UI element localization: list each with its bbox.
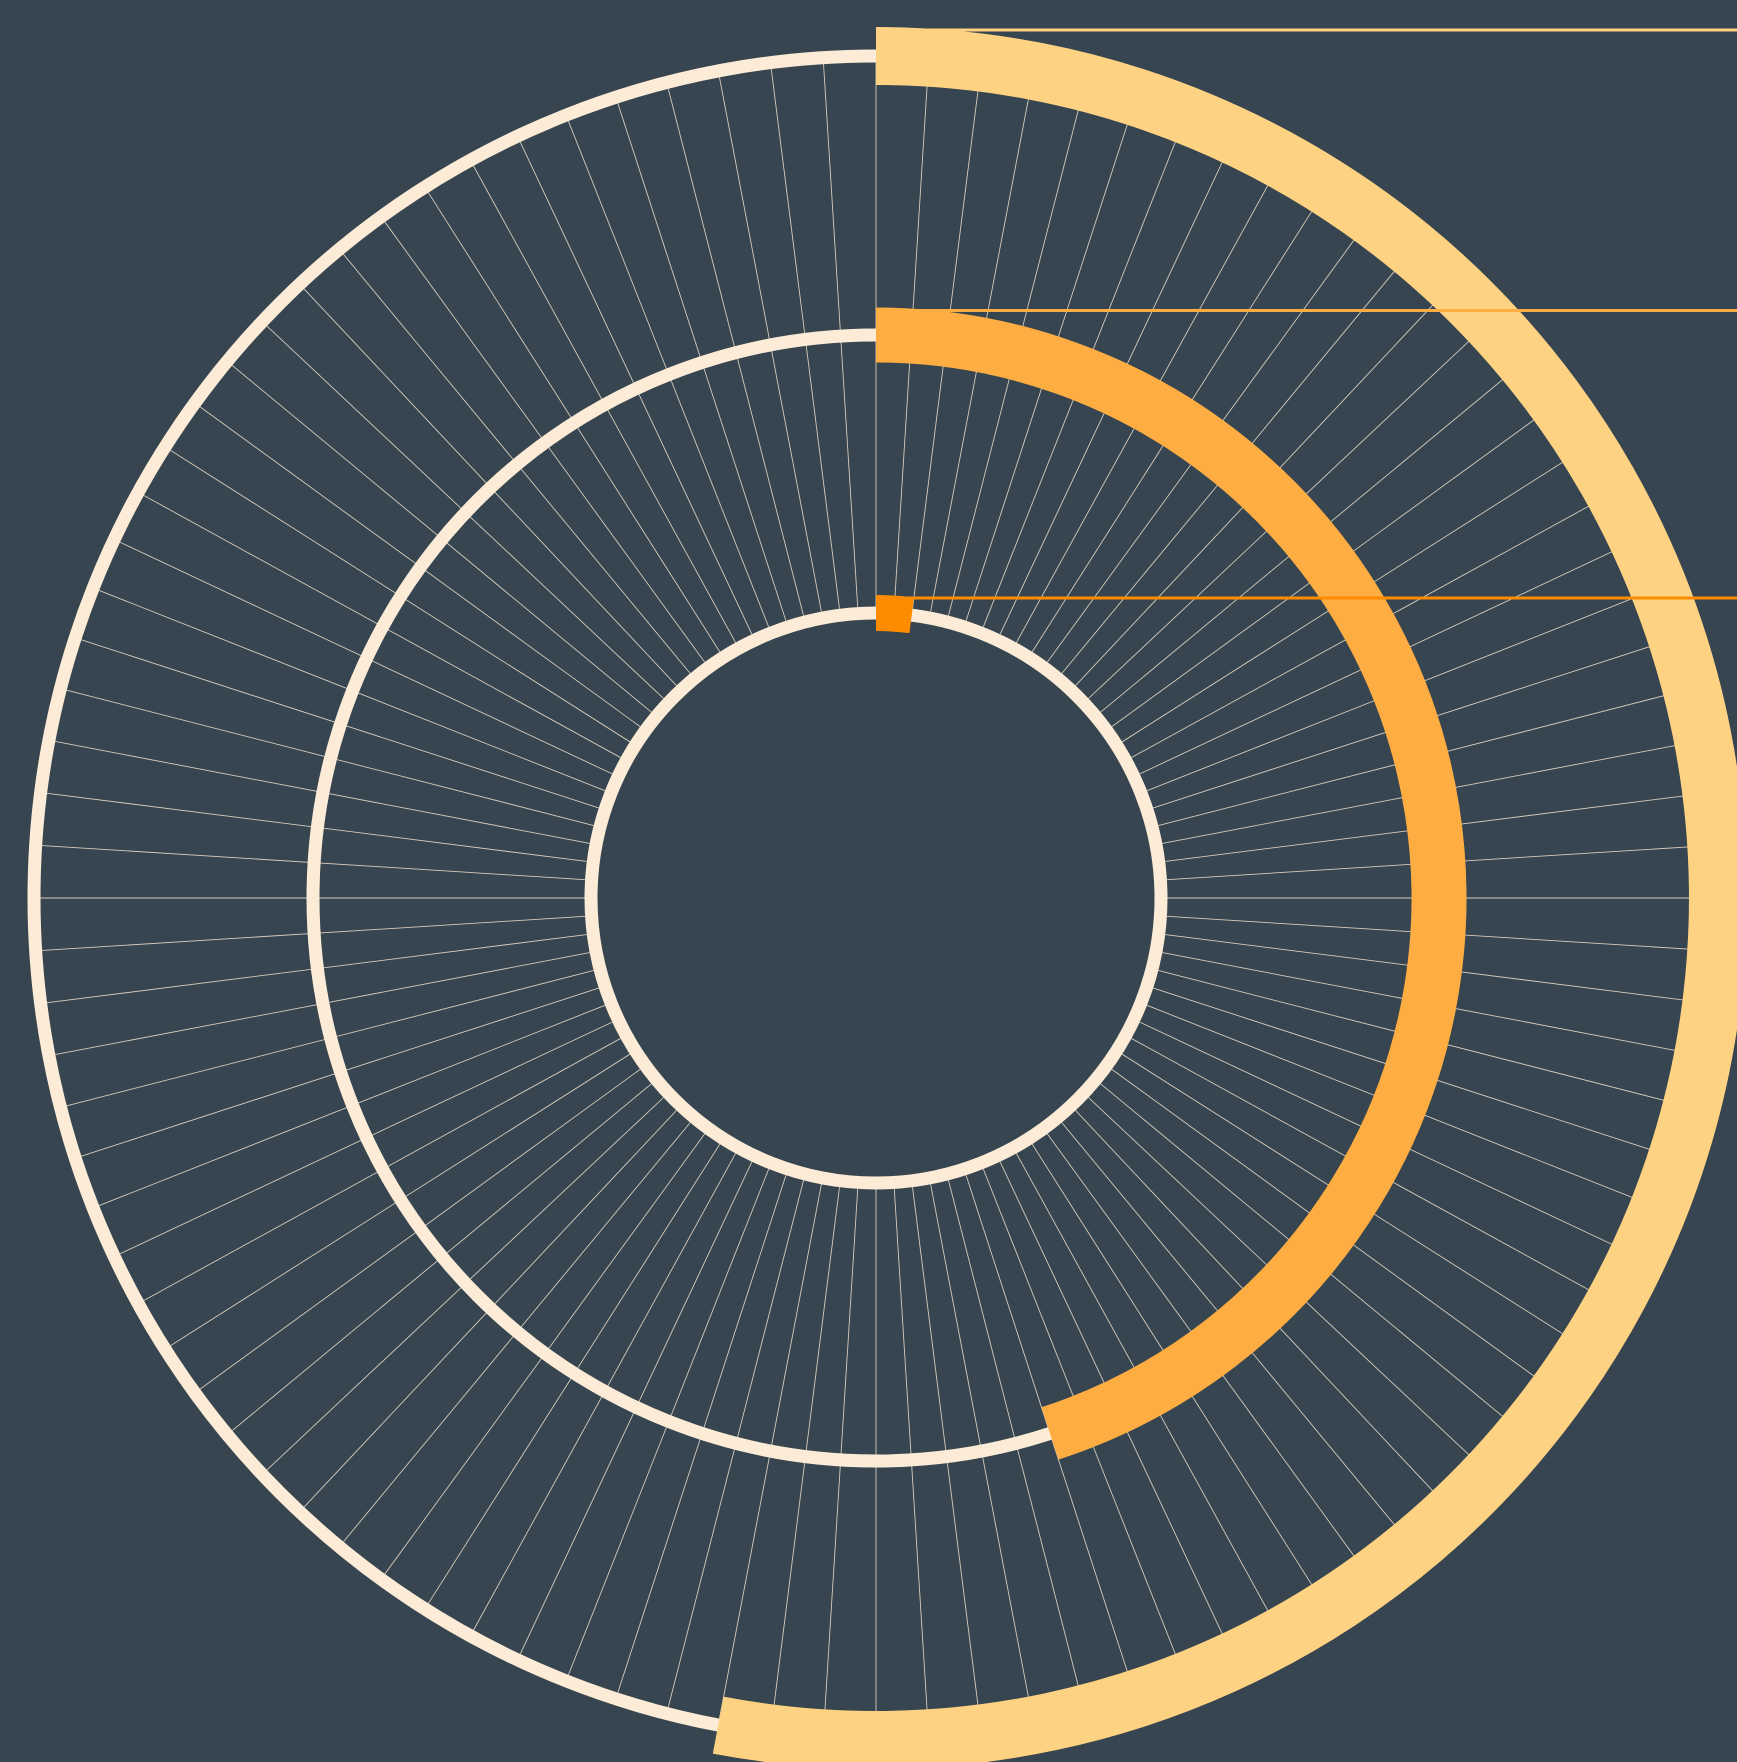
bar-arc <box>875 595 914 634</box>
bar-arc <box>712 27 1737 1762</box>
ring-bars <box>712 27 1737 1762</box>
leader-lines <box>876 28 1737 600</box>
bar-arc <box>875 307 1467 1460</box>
